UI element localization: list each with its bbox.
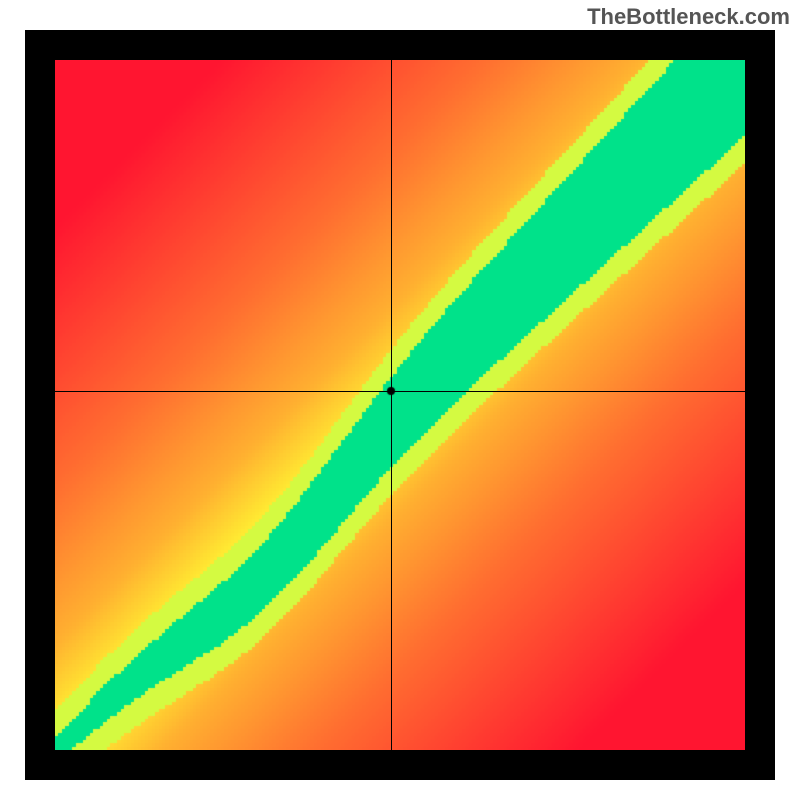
crosshair-vertical xyxy=(391,60,392,750)
bottleneck-heatmap xyxy=(55,60,745,750)
attribution-text: TheBottleneck.com xyxy=(587,4,790,30)
chart-container: TheBottleneck.com xyxy=(0,0,800,800)
crosshair-horizontal xyxy=(55,391,745,392)
crosshair-marker xyxy=(386,386,396,396)
